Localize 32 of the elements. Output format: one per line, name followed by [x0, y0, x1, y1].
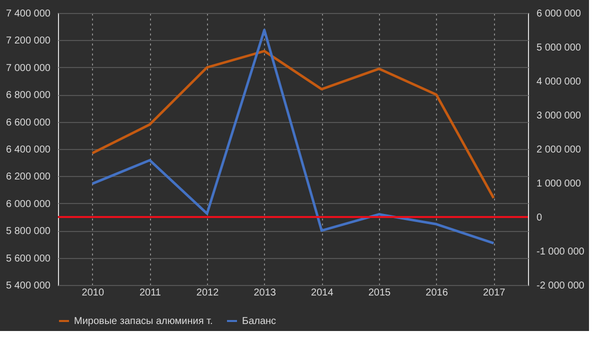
- y2-tick-label: 2 000 000: [536, 144, 582, 156]
- x-tick-label: 2011: [139, 288, 162, 298]
- legend-label: Мировые запасы алюминия т.: [74, 316, 213, 327]
- x-tick-label: 2010: [82, 288, 104, 298]
- x-tick-label: 2017: [482, 288, 506, 298]
- legend-label: Баланс: [242, 316, 276, 327]
- y-tick-label: 5 800 000: [6, 226, 51, 238]
- y-tick-label: 6 600 000: [6, 117, 51, 128]
- y-tick-label: 7 400 000: [6, 8, 51, 20]
- x-tick-label: 2012: [196, 288, 220, 298]
- x-tick-label: 2016: [426, 288, 448, 298]
- x-tick-label: 2014: [311, 288, 334, 298]
- y2-tick-label: 0: [536, 212, 542, 224]
- y-tick-label: 6 400 000: [6, 144, 51, 156]
- y-tick-label: 6 800 000: [6, 90, 51, 102]
- x-tick-label: 2015: [368, 288, 392, 298]
- y-tick-label: 7 000 000: [6, 62, 51, 74]
- line-series: [91, 50, 495, 200]
- y-tick-label: 7 200 000: [6, 36, 51, 47]
- y-tick-label: 6 200 000: [6, 172, 51, 183]
- y2-tick-label: 4 000 000: [536, 76, 582, 88]
- y-tick-label: 5 400 000: [6, 280, 51, 292]
- y2-tick-label: 6 000 000: [536, 8, 582, 20]
- y2-tick-label: 1 000 000: [536, 178, 582, 190]
- y2-tick-label: -2 000 000: [536, 280, 585, 292]
- y2-tick-label: 5 000 000: [536, 42, 582, 54]
- y2-tick-label: -1 000 000: [536, 246, 585, 258]
- y2-tick-label: 3 000 000: [536, 110, 582, 122]
- y-tick-label: 6 000 000: [6, 198, 51, 210]
- y-tick-label: 5 600 000: [6, 253, 51, 264]
- line-series: [91, 28, 495, 244]
- x-tick-label: 2013: [254, 288, 276, 298]
